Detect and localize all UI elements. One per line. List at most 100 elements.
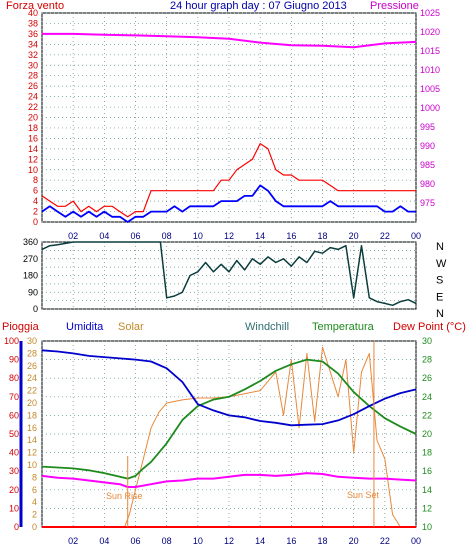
hour-tick-label: 20 (349, 231, 359, 241)
hour-tick-label: 22 (380, 536, 390, 546)
dewpoint-line (41, 472, 417, 488)
wind-tick-label: 34 (28, 39, 38, 49)
humidity-tick-label: 6 (32, 485, 37, 495)
temperature-tick-label: 28 (422, 355, 432, 365)
pressure-tick-label: 980 (420, 179, 435, 189)
hour-tick-label: 16 (286, 231, 296, 241)
rain-axis-title: Pioggia (2, 321, 40, 333)
humidity-tick-label: 18 (27, 410, 37, 420)
direction-tick-label: 180 (23, 271, 38, 281)
pressure-tick-label: 1015 (420, 46, 440, 56)
humidity-tick-label: 26 (27, 361, 37, 371)
hour-tick-label: 10 (193, 231, 203, 241)
pressure-tick-label: 985 (420, 160, 435, 170)
hour-tick-label: 12 (224, 536, 234, 546)
humidity-tick-label: 24 (27, 373, 37, 383)
sunrise-annotation: Sun Rise (106, 491, 143, 501)
wind-tick-label: 16 (28, 133, 38, 143)
humidity-tick-label: 30 (27, 336, 37, 346)
hour-tick-label: 16 (286, 536, 296, 546)
wind-tick-label: 0 (33, 217, 38, 227)
compass-label: E (436, 291, 443, 303)
dewpoint-axis-title: Dew Point (°C) (393, 321, 466, 333)
hour-tick-label: 14 (255, 231, 265, 241)
compass-label: N (436, 308, 444, 320)
temperature-tick-label: 12 (422, 503, 432, 513)
pressure-tick-label: 995 (420, 122, 435, 132)
rain-tick-label: 10 (9, 503, 19, 513)
humidity-tick-label: 12 (27, 448, 37, 458)
wind-tick-label: 2 (33, 207, 38, 217)
hour-tick-label: 18 (317, 231, 327, 241)
rain-tick-label: 60 (9, 410, 19, 420)
temperature-line (41, 358, 417, 480)
pressure-tick-label: 1000 (420, 103, 440, 113)
pressure-axis-title: Pressione (370, 0, 419, 12)
hour-tick-label: 08 (162, 231, 172, 241)
pressure-tick-label: 1025 (420, 8, 440, 18)
wind-tick-label: 24 (28, 92, 38, 102)
humidity-tick-label: 2 (32, 510, 37, 520)
rain-tick-label: 40 (9, 448, 19, 458)
windchill-legend: Windchill (245, 321, 289, 333)
rain-tick-label: 100 (4, 336, 19, 346)
wind-tick-label: 30 (28, 60, 38, 70)
solar-line (42, 346, 401, 528)
temperature-tick-label: 30 (422, 336, 432, 346)
wind-tick-label: 12 (28, 154, 38, 164)
direction-tick-label: 360 (23, 237, 38, 247)
humidity-tick-label: 8 (32, 472, 37, 482)
hour-tick-label: 00 (411, 231, 421, 241)
pressure-tick-label: 1010 (420, 65, 440, 75)
hour-tick-label: 12 (224, 231, 234, 241)
temperature-tick-label: 10 (422, 522, 432, 532)
hour-tick-label: 00 (411, 536, 421, 546)
wind-tick-label: 26 (28, 81, 38, 91)
temperature-tick-label: 26 (422, 373, 432, 383)
sunset-annotation: Sun Set (347, 490, 380, 500)
direction-tick-label: 90 (28, 287, 38, 297)
wind-tick-label: 28 (28, 71, 38, 81)
wind-average-line (41, 184, 416, 223)
hour-tick-label: 02 (68, 231, 78, 241)
hour-tick-label: 14 (255, 536, 265, 546)
hour-tick-label: 06 (130, 536, 140, 546)
temperature-humidity-panel: 0102030405060708090100024681012141618202… (4, 336, 432, 546)
pressure-tick-label: 1020 (420, 27, 440, 37)
pressure-tick-label: 975 (420, 198, 435, 208)
direction-tick-label: 0 (33, 304, 38, 314)
wind-tick-label: 6 (33, 186, 38, 196)
rain-tick-label: 80 (9, 373, 19, 383)
humidity-tick-label: 22 (27, 386, 37, 396)
hour-tick-label: 02 (68, 536, 78, 546)
rain-tick-label: 20 (9, 485, 19, 495)
humidity-tick-label: 4 (32, 497, 37, 507)
humidity-tick-label: 14 (27, 435, 37, 445)
temperature-tick-label: 22 (422, 410, 432, 420)
hour-tick-label: 10 (193, 536, 203, 546)
solar-axis-title: Solar (118, 321, 144, 333)
temperature-tick-label: 20 (422, 429, 432, 439)
humidity-tick-label: 16 (27, 423, 37, 433)
humidity-tick-label: 10 (27, 460, 37, 470)
wind-tick-label: 10 (28, 165, 38, 175)
wind-tick-label: 4 (33, 196, 38, 206)
compass-label: S (436, 275, 443, 287)
grid (41, 12, 417, 223)
humidity-tick-label: 20 (27, 398, 37, 408)
hour-tick-label: 04 (99, 536, 109, 546)
wind-tick-label: 18 (28, 123, 38, 133)
temperature-tick-label: 16 (422, 466, 432, 476)
temperature-tick-label: 24 (422, 392, 432, 402)
hour-tick-label: 06 (130, 231, 140, 241)
direction-tick-label: 270 (23, 254, 38, 264)
hour-tick-label: 08 (162, 536, 172, 546)
humidity-tick-label: 28 (27, 348, 37, 358)
wind-axis-title: Forza vento (6, 0, 64, 12)
wind-tick-label: 40 (28, 8, 38, 18)
rain-tick-label: 90 (9, 355, 19, 365)
rain-tick-label: 30 (9, 466, 19, 476)
compass-label: W (436, 258, 447, 270)
rain-tick-label: 0 (14, 522, 19, 532)
